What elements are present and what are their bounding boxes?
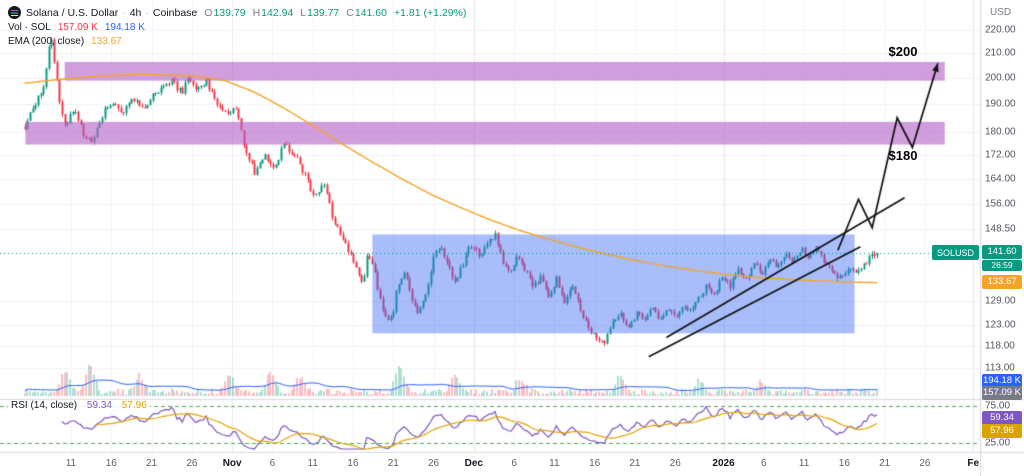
price-axis[interactable]: 220.00 210.00 200.00 190.00 180.00 172.00 164.…: [981, 0, 1024, 452]
price-tick-label: 200.00: [985, 72, 1016, 84]
legend-row-ema[interactable]: EMA (200, close) 133.67: [8, 36, 466, 47]
change-value: +1.81 (+1.29%): [393, 6, 467, 19]
time-tick-label: 6: [269, 458, 276, 469]
symbol-logo-icon: [8, 6, 21, 19]
symbol-title: Solana / U.S. Dollar: [26, 6, 119, 19]
time-tick-label: 2026: [712, 458, 735, 469]
legend-row-volume[interactable]: Vol · SOL 157.09 K 194.18 K: [8, 22, 466, 33]
ema-price-badge: 133.67: [982, 275, 1022, 290]
time-tick-label: Nov: [222, 458, 242, 469]
legend-row-symbol[interactable]: Solana / U.S. Dollar · 4h · Coinbase O 1…: [8, 6, 466, 19]
high-value: 142.94: [261, 6, 294, 19]
time-tick-label: 26: [186, 458, 198, 469]
time-tick-label: 16: [105, 458, 117, 469]
low-label: L: [300, 6, 307, 19]
price-tick-label: 180.00: [985, 126, 1016, 138]
price-tick-label: 118.00: [985, 340, 1015, 352]
time-tick-label: Fe: [967, 458, 980, 469]
volume-current-value: 157.09 K: [57, 22, 98, 33]
price-tick-label: 210.00: [985, 47, 1016, 59]
price-tick-label: 156.00: [985, 198, 1016, 210]
price-tick-label: 220.00: [985, 24, 1016, 36]
time-tick-label: 21: [629, 458, 641, 469]
time-tick-label: 16: [589, 458, 601, 469]
separator: ·: [122, 6, 126, 19]
volume-ma-badge: 194.18 K: [982, 374, 1022, 389]
price-target-200-label[interactable]: $200: [888, 44, 918, 60]
interval-label[interactable]: 4h: [129, 6, 142, 19]
price-tick-label: 113.00: [985, 362, 1015, 374]
separator: ·: [145, 6, 149, 19]
time-tick-label: 11: [307, 458, 318, 469]
last-price-badge: 141.60: [982, 245, 1022, 260]
time-tick-label: 21: [879, 458, 891, 469]
time-tick-label: 26: [919, 458, 931, 469]
exchange-label: Coinbase: [152, 6, 198, 19]
time-tick-label: 6: [761, 458, 767, 469]
volume-indicator-label: Vol · SOL: [8, 22, 51, 33]
time-tick-label: 21: [387, 458, 399, 469]
symbol-price-flag: SOLUSD: [931, 245, 979, 260]
time-tick-label: 26: [669, 458, 681, 469]
close-label: C: [346, 6, 354, 19]
time-tick-label: 21: [146, 458, 158, 469]
rsi-legend-row[interactable]: RSI (14, close) 59.34 57.96: [8, 400, 150, 411]
volume-ma-value: 194.18 K: [104, 22, 145, 33]
price-tick-label: 172.00: [985, 149, 1016, 161]
rsi-value: 59.34: [86, 400, 112, 411]
price-tick-label: 148.50: [985, 223, 1016, 235]
rsi-ma-value: 57.96: [121, 400, 147, 411]
high-label: H: [252, 6, 261, 19]
rsi-indicator-label: RSI (14, close): [11, 400, 78, 411]
open-label: O: [204, 6, 213, 19]
rsi-badge: 59.34: [982, 411, 1022, 426]
rsi-tick-label: 75.00: [985, 400, 1011, 412]
legend: Solana / U.S. Dollar · 4h · Coinbase O 1…: [8, 6, 466, 50]
ema-indicator-label: EMA (200, close): [8, 36, 85, 47]
bar-countdown-badge: 26:59: [982, 260, 1022, 272]
time-tick-label: 16: [347, 458, 359, 469]
time-tick-label: 11: [798, 458, 810, 469]
rsi-ma-badge: 57.96: [982, 424, 1022, 439]
price-tick-label: 190.00: [985, 98, 1016, 110]
price-tick-label: 164.00: [985, 173, 1016, 185]
axis-currency-label: USD: [990, 7, 1012, 18]
close-value: 141.60: [354, 6, 387, 19]
price-target-180-label[interactable]: $180: [888, 148, 918, 164]
time-tick-label: Dec: [464, 458, 484, 469]
price-tick-label: 129.00: [985, 295, 1016, 307]
time-tick-label: 16: [838, 458, 850, 469]
time-tick-label: 6: [511, 458, 517, 469]
time-tick-label: 11: [549, 458, 560, 469]
low-value: 139.77: [307, 6, 340, 19]
time-axis[interactable]: 11 16 21 26 Nov 6 11 16 21 26 Dec 6 11 16 21 26 2026 6 11 1…: [0, 453, 980, 476]
open-value: 139.79: [213, 6, 246, 19]
ema-value: 133.67: [91, 36, 122, 47]
time-tick-label: 11: [65, 458, 77, 469]
volume-badge: 157.09 K: [982, 386, 1022, 401]
rsi-tick-label: 25.00: [985, 437, 1011, 449]
time-tick-label: 26: [427, 458, 440, 469]
price-tick-label: 123.00: [985, 319, 1016, 331]
